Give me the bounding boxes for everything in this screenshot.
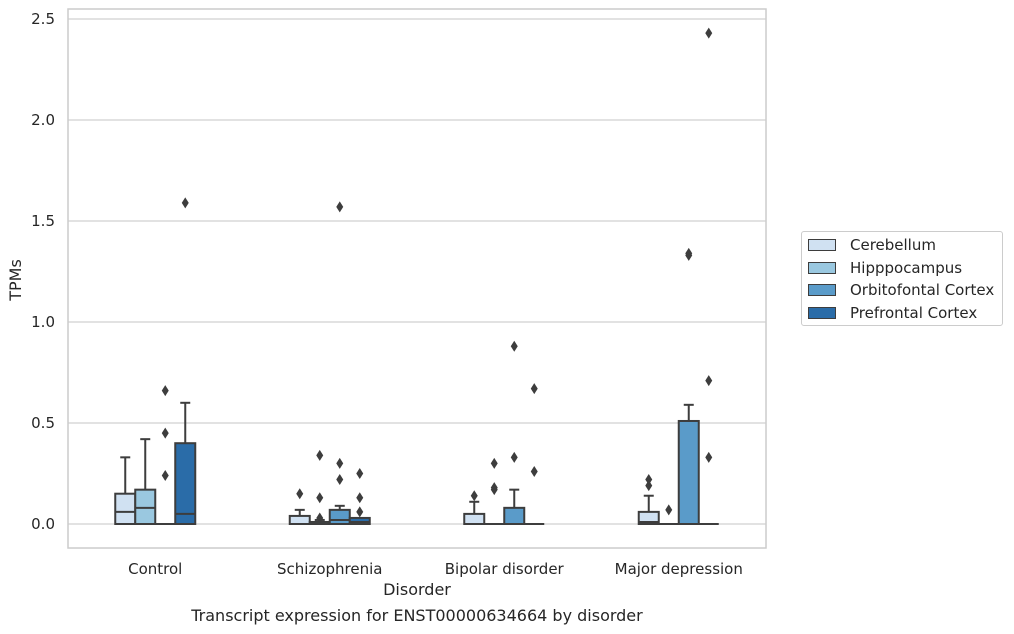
outlier-point bbox=[510, 451, 518, 463]
chart-caption: Transcript expression for ENST0000063466… bbox=[191, 606, 643, 625]
box-group bbox=[134, 438, 157, 526]
outlier-point bbox=[470, 490, 478, 502]
box bbox=[503, 506, 526, 525]
outlier-point bbox=[161, 427, 169, 439]
box bbox=[174, 442, 197, 526]
outlier-point bbox=[645, 480, 653, 492]
legend-swatch bbox=[808, 306, 836, 319]
box-group bbox=[677, 247, 700, 526]
plot-frame bbox=[67, 8, 767, 549]
box bbox=[328, 508, 351, 525]
outlier-point bbox=[296, 488, 304, 500]
outlier-point bbox=[530, 465, 538, 477]
outlier-point bbox=[316, 492, 324, 504]
legend-item: Prefrontal Cortex bbox=[808, 303, 977, 323]
box bbox=[288, 514, 311, 525]
outlier-point bbox=[356, 492, 364, 504]
outlier-point bbox=[336, 474, 344, 486]
x-tick-label: Control bbox=[128, 560, 182, 578]
legend-item: Orbitofontal Cortex bbox=[808, 280, 994, 300]
outlier-point bbox=[665, 504, 673, 516]
box-group bbox=[348, 468, 371, 526]
y-axis-label: TPMs bbox=[6, 259, 25, 302]
box-group bbox=[463, 490, 486, 526]
box-group bbox=[524, 383, 545, 525]
box-group bbox=[288, 488, 311, 525]
legend-swatch bbox=[808, 261, 836, 274]
x-tick-labels: Control Schizophrenia Bipolar disorder Majo… bbox=[128, 560, 743, 578]
outlier-point bbox=[490, 457, 498, 469]
box-group bbox=[658, 504, 679, 525]
box-group bbox=[484, 457, 505, 525]
outlier-point bbox=[490, 482, 498, 494]
box-group bbox=[155, 385, 176, 525]
outlier-point bbox=[161, 470, 169, 482]
outlier-point bbox=[705, 451, 713, 463]
outlier-point bbox=[356, 506, 364, 518]
y-tick-label: 0.5 bbox=[31, 414, 55, 432]
legend-item: Hipppocampus bbox=[808, 258, 962, 278]
box-group bbox=[503, 340, 526, 525]
box bbox=[463, 512, 486, 526]
outlier-point bbox=[356, 468, 364, 479]
box-series bbox=[114, 27, 719, 526]
outlier-point bbox=[685, 247, 693, 259]
box-group bbox=[308, 449, 331, 525]
y-tick-label: 1.5 bbox=[31, 212, 55, 230]
outlier-point bbox=[705, 375, 713, 387]
y-tick-label: 1.0 bbox=[31, 313, 55, 331]
legend-label: Hipppocampus bbox=[850, 258, 963, 277]
box bbox=[677, 419, 700, 526]
outlier-point bbox=[316, 449, 324, 461]
x-tick-label: Major depression bbox=[615, 560, 743, 578]
legend-label: Cerebellum bbox=[850, 236, 936, 254]
outlier-point bbox=[510, 340, 518, 352]
y-tick-label: 2.5 bbox=[31, 10, 55, 28]
y-tick-label: 0.0 bbox=[31, 515, 55, 533]
outlier-point bbox=[705, 27, 713, 39]
y-tick-labels: 0.0 0.5 1.0 1.5 2.0 2.5 bbox=[31, 10, 55, 533]
box-group bbox=[698, 27, 719, 525]
outlier-point bbox=[530, 383, 538, 395]
legend-label: Orbitofontal Cortex bbox=[850, 281, 995, 299]
outlier-point bbox=[161, 385, 169, 397]
box bbox=[348, 516, 371, 526]
box-group bbox=[114, 456, 137, 526]
legend-swatch bbox=[808, 239, 836, 251]
y-tick-label: 2.0 bbox=[31, 111, 55, 129]
outlier-point bbox=[336, 457, 344, 469]
box bbox=[134, 488, 157, 526]
legend-swatch bbox=[808, 284, 836, 296]
box-group bbox=[328, 201, 351, 525]
outlier-point bbox=[181, 197, 189, 209]
box-group bbox=[174, 197, 197, 526]
legend: Cerebellum Hipppocampus Orbitofontal Corte… bbox=[801, 231, 1003, 326]
x-tick-label: Schizophrenia bbox=[277, 560, 382, 578]
outlier-point bbox=[336, 201, 344, 213]
gridlines bbox=[68, 18, 766, 525]
box-group bbox=[637, 474, 660, 526]
legend-label: Prefrontal Cortex bbox=[850, 303, 978, 322]
outlier-point bbox=[316, 512, 324, 524]
outlier-point bbox=[645, 474, 653, 486]
box bbox=[114, 492, 137, 526]
x-tick-label: Bipolar disorder bbox=[445, 560, 565, 578]
legend-item: Cerebellum bbox=[808, 235, 936, 255]
x-axis-label: Disorder bbox=[383, 580, 451, 599]
